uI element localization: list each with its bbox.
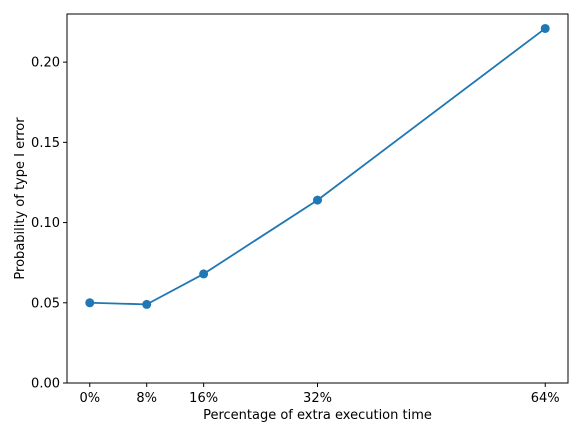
data-point [313, 195, 322, 205]
x-tick-label: 64% [531, 391, 560, 406]
x-tick-label: 32% [303, 391, 332, 406]
y-tick-label: 0.20 [31, 56, 60, 71]
x-axis-label: Percentage of extra execution time [203, 408, 432, 423]
x-tick-label: 16% [189, 391, 218, 406]
y-axis-label: Probability of type I error [13, 117, 28, 280]
data-point [85, 298, 95, 308]
series-line [89, 27, 546, 306]
data-point [142, 299, 152, 309]
y-axis-ticks: 0.00 0.05 0.10 0.15 0.20 [31, 56, 67, 392]
x-tick-label: 8% [136, 391, 157, 406]
y-tick-label: 0.05 [31, 296, 60, 311]
data-point [540, 23, 550, 33]
plot-frame [66, 13, 569, 384]
x-axis-ticks: 0% 8% 16% 32% 64% [79, 383, 560, 406]
series-layer [85, 23, 550, 309]
y-tick-label: 0.15 [31, 136, 60, 151]
y-tick-label: 0.10 [31, 216, 60, 231]
x-tick-label: 0% [79, 391, 100, 406]
data-point [199, 269, 209, 279]
y-tick-label: 0.00 [31, 377, 60, 392]
